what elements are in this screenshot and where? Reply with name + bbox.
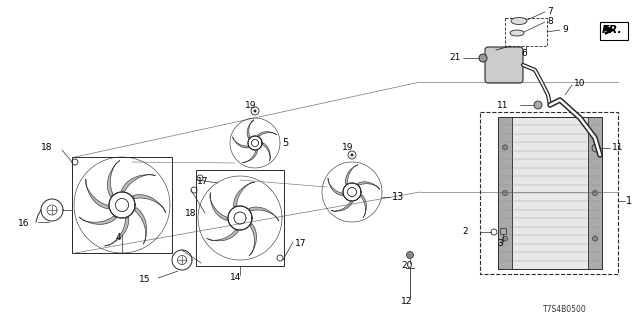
Bar — [498, 117, 602, 269]
Circle shape — [253, 109, 257, 113]
Bar — [196, 170, 284, 266]
Bar — [500, 228, 506, 234]
Text: 9: 9 — [562, 26, 568, 35]
Polygon shape — [249, 207, 279, 221]
Polygon shape — [257, 132, 276, 136]
Text: 8: 8 — [547, 17, 553, 26]
Polygon shape — [249, 223, 257, 256]
Polygon shape — [328, 178, 342, 196]
Text: 21: 21 — [450, 53, 461, 62]
Text: 19: 19 — [342, 143, 354, 153]
Text: 20: 20 — [401, 261, 413, 270]
Text: T7S4B0500: T7S4B0500 — [543, 305, 587, 314]
Circle shape — [502, 236, 508, 241]
Text: 13: 13 — [392, 192, 404, 202]
Polygon shape — [247, 120, 254, 138]
Polygon shape — [135, 207, 147, 244]
Text: 11: 11 — [612, 143, 623, 153]
Polygon shape — [207, 230, 239, 241]
Circle shape — [351, 154, 353, 156]
Polygon shape — [232, 137, 248, 148]
Polygon shape — [361, 195, 367, 218]
Circle shape — [593, 145, 598, 150]
Polygon shape — [86, 179, 109, 209]
Text: 16: 16 — [19, 220, 29, 228]
Text: 3: 3 — [497, 239, 503, 249]
Circle shape — [502, 190, 508, 196]
Polygon shape — [331, 202, 353, 211]
Ellipse shape — [511, 18, 527, 25]
Text: 17: 17 — [196, 178, 208, 187]
Polygon shape — [132, 195, 166, 213]
Polygon shape — [122, 174, 156, 191]
Polygon shape — [358, 182, 380, 189]
Circle shape — [406, 252, 413, 259]
FancyBboxPatch shape — [485, 47, 523, 83]
Polygon shape — [263, 143, 270, 161]
Text: 11: 11 — [497, 100, 508, 109]
Text: 18: 18 — [40, 143, 52, 153]
Circle shape — [592, 144, 600, 152]
Polygon shape — [108, 160, 120, 197]
Text: 18: 18 — [184, 209, 196, 218]
Polygon shape — [234, 182, 255, 207]
Bar — [600, 22, 628, 40]
Text: 5: 5 — [282, 138, 288, 148]
Text: 19: 19 — [245, 101, 257, 110]
Circle shape — [593, 190, 598, 196]
Circle shape — [479, 54, 487, 62]
Bar — [588, 117, 602, 269]
Bar — [498, 117, 512, 269]
Text: 4: 4 — [115, 234, 121, 243]
Polygon shape — [79, 216, 116, 224]
Text: 17: 17 — [295, 239, 307, 249]
Text: 1: 1 — [626, 196, 632, 206]
Text: 15: 15 — [140, 276, 151, 284]
Text: 10: 10 — [574, 78, 586, 87]
Circle shape — [502, 145, 508, 150]
Text: 12: 12 — [401, 298, 413, 307]
Ellipse shape — [510, 30, 524, 36]
Polygon shape — [242, 151, 257, 162]
Bar — [480, 112, 618, 274]
Polygon shape — [104, 217, 129, 246]
Text: FR.: FR. — [602, 25, 623, 35]
Bar — [72, 157, 172, 253]
Circle shape — [534, 101, 542, 109]
Text: 7: 7 — [547, 6, 553, 15]
Polygon shape — [346, 165, 358, 184]
Text: 14: 14 — [230, 274, 242, 283]
Text: 2: 2 — [462, 228, 468, 236]
Circle shape — [593, 236, 598, 241]
Polygon shape — [210, 193, 227, 220]
Text: 6: 6 — [521, 50, 527, 59]
Bar — [505, 18, 547, 46]
